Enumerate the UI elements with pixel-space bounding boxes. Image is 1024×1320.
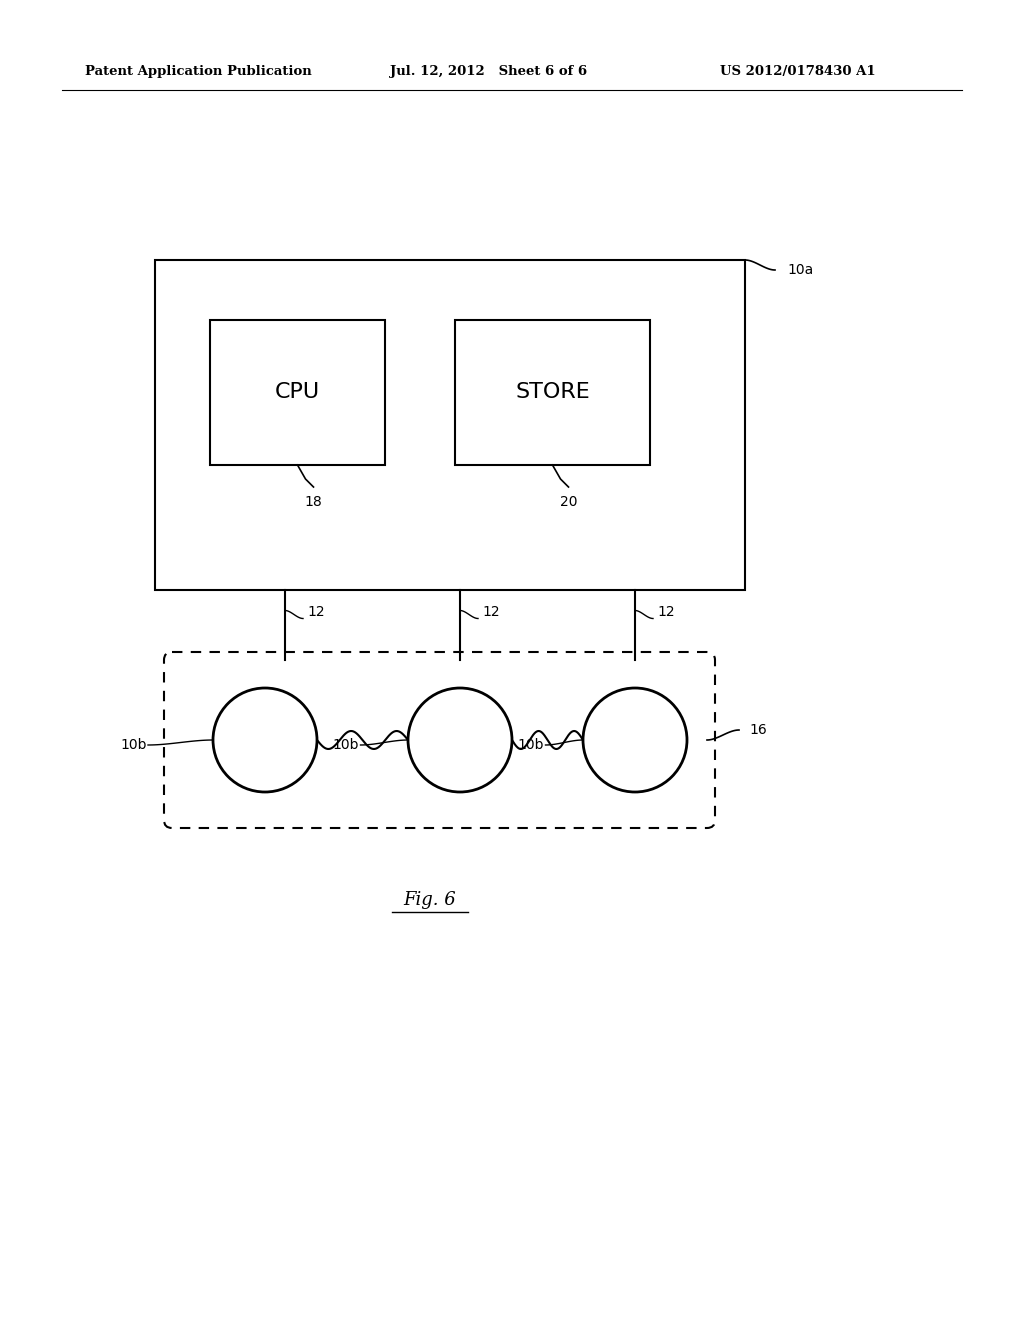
Text: 20: 20 xyxy=(560,495,578,510)
Circle shape xyxy=(408,688,512,792)
Text: US 2012/0178430 A1: US 2012/0178430 A1 xyxy=(720,66,876,78)
Text: 10a: 10a xyxy=(787,263,813,277)
Text: CPU: CPU xyxy=(274,383,321,403)
Bar xyxy=(210,319,385,465)
Text: Patent Application Publication: Patent Application Publication xyxy=(85,66,311,78)
Text: Fig. 6: Fig. 6 xyxy=(403,891,457,909)
Text: STORE: STORE xyxy=(515,383,590,403)
Circle shape xyxy=(213,688,317,792)
Bar xyxy=(155,260,745,590)
Text: 12: 12 xyxy=(482,606,500,619)
Text: 10b: 10b xyxy=(120,738,146,752)
FancyBboxPatch shape xyxy=(164,652,715,828)
Text: 16: 16 xyxy=(749,723,767,737)
Circle shape xyxy=(583,688,687,792)
Text: 10b: 10b xyxy=(517,738,544,752)
Text: 18: 18 xyxy=(304,495,323,510)
Text: Jul. 12, 2012   Sheet 6 of 6: Jul. 12, 2012 Sheet 6 of 6 xyxy=(390,66,587,78)
Text: 10b: 10b xyxy=(333,738,359,752)
Bar xyxy=(455,319,650,465)
Text: 12: 12 xyxy=(307,606,325,619)
Text: 12: 12 xyxy=(657,606,675,619)
